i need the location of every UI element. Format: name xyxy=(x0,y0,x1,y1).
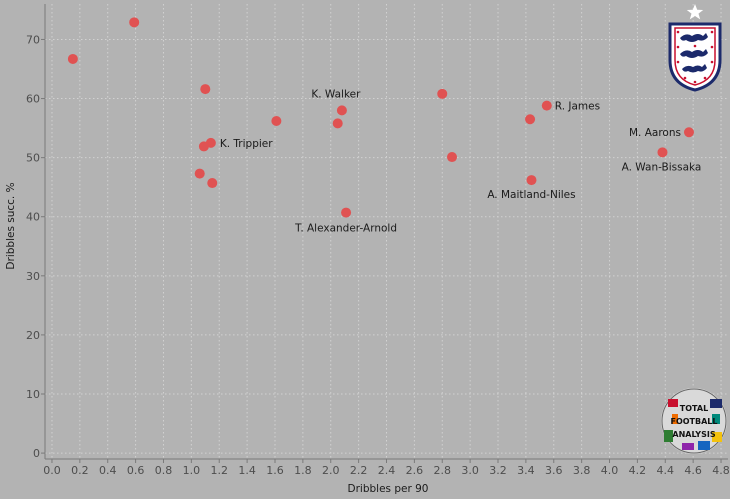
x-tick-label: 4.8 xyxy=(712,464,730,477)
x-tick-label: 2.8 xyxy=(434,464,452,477)
x-tick-label: 4.4 xyxy=(657,464,675,477)
x-tick-label: 1.2 xyxy=(210,464,228,477)
point-label: M. Aarons xyxy=(629,127,681,139)
y-tick-labels: 0 10 20 30 40 50 60 70 xyxy=(26,33,45,460)
total-football-analysis-logo: TOTAL FOOTBALL ANALYSIS xyxy=(661,388,727,454)
x-tick-label: 3.0 xyxy=(461,464,479,477)
x-tick-label: 0.8 xyxy=(155,464,173,477)
point-labels: K. Trippier K. Walker T. Alexander-Arnold A… xyxy=(220,88,701,234)
x-tick-label: 0.6 xyxy=(127,464,145,477)
data-point xyxy=(541,100,552,111)
y-tick-label: 40 xyxy=(26,211,40,224)
y-tick-label: 70 xyxy=(26,33,40,46)
logo-line-3: ANALYSIS xyxy=(672,430,715,439)
y-tick-label: 50 xyxy=(26,152,40,165)
data-point xyxy=(336,105,347,116)
point-label: R. James xyxy=(555,101,600,113)
y-tick-label: 60 xyxy=(26,93,40,106)
point-label: K. Walker xyxy=(311,88,361,100)
england-crest-logo xyxy=(668,4,722,92)
x-tick-label: 4.0 xyxy=(601,464,619,477)
y-axis-title: Dribbles succ. % xyxy=(5,182,17,269)
grid-lines xyxy=(45,4,728,459)
x-tick-label: 0.0 xyxy=(43,464,61,477)
point-label: A. Maitland-Niles xyxy=(487,189,575,201)
x-tick-label: 1.0 xyxy=(183,464,201,477)
y-tick-label: 20 xyxy=(26,329,40,342)
x-tick-label: 0.2 xyxy=(71,464,89,477)
data-point xyxy=(341,207,352,218)
y-tick-label: 10 xyxy=(26,388,40,401)
x-tick-label: 3.4 xyxy=(517,464,535,477)
data-point xyxy=(200,84,211,95)
x-tick-label: 3.6 xyxy=(545,464,563,477)
data-point xyxy=(332,118,343,129)
x-tick-labels: 0.0 0.2 0.4 0.6 0.8 1.0 1.2 1.4 1.6 1.8 2.0 2.2 2.4 2… xyxy=(43,459,730,477)
point-label: A. Wan-Bissaka xyxy=(622,161,702,173)
data-point xyxy=(207,178,218,189)
data-point xyxy=(194,168,205,179)
logo-line-2: FOOTBALL xyxy=(670,417,717,426)
data-point xyxy=(447,152,458,163)
x-axis-title: Dribbles per 90 xyxy=(348,483,429,495)
data-point xyxy=(683,127,694,138)
x-tick-label: 1.6 xyxy=(266,464,284,477)
data-point xyxy=(526,175,537,186)
x-tick-label: 1.8 xyxy=(294,464,312,477)
data-point xyxy=(67,53,78,64)
y-tick-label: 0 xyxy=(33,447,40,460)
x-tick-label: 3.8 xyxy=(573,464,591,477)
x-tick-label: 4.6 xyxy=(684,464,702,477)
point-label: T. Alexander-Arnold xyxy=(294,223,397,235)
data-points xyxy=(67,17,694,218)
data-point xyxy=(657,147,668,158)
logo-line-1: TOTAL xyxy=(680,404,708,413)
data-point xyxy=(205,137,216,148)
data-point xyxy=(525,114,536,125)
x-tick-label: 2.0 xyxy=(322,464,340,477)
x-tick-label: 2.6 xyxy=(406,464,424,477)
data-point xyxy=(437,88,448,99)
star-icon xyxy=(686,4,704,20)
x-tick-label: 4.2 xyxy=(629,464,647,477)
x-tick-label: 3.2 xyxy=(489,464,507,477)
x-tick-label: 1.4 xyxy=(238,464,256,477)
x-tick-label: 2.4 xyxy=(378,464,396,477)
x-tick-label: 0.4 xyxy=(99,464,117,477)
point-label: K. Trippier xyxy=(220,138,273,150)
y-tick-label: 30 xyxy=(26,270,40,283)
x-tick-label: 2.2 xyxy=(350,464,368,477)
data-point xyxy=(129,17,140,28)
data-point xyxy=(271,116,282,126)
